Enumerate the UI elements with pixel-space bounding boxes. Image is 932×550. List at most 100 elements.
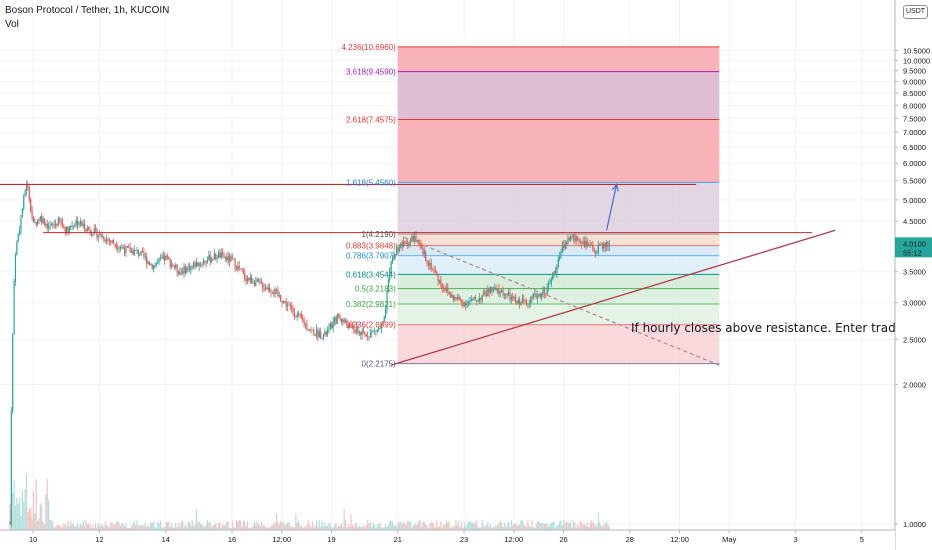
candle-body <box>81 221 83 226</box>
volume-bar <box>572 521 575 530</box>
candle-body <box>162 255 164 259</box>
volume-bar <box>378 523 380 530</box>
volume-bar <box>278 523 280 530</box>
candle-body <box>378 328 380 330</box>
candle-body <box>604 243 606 248</box>
volume-bar <box>143 525 145 530</box>
candle-body <box>582 241 584 244</box>
candle-body <box>121 246 123 248</box>
candle-body <box>436 272 438 275</box>
price-axis[interactable]: 1.0000 2.0000 2.5000 3.0000 3.5000 4.5000 5.00… <box>894 0 932 550</box>
candle-body <box>552 273 554 280</box>
volume-bar <box>534 527 536 530</box>
candle-body <box>335 317 337 324</box>
candle-body <box>518 300 521 306</box>
candle-body <box>521 298 523 304</box>
volume-bar <box>166 522 168 530</box>
volume-bar <box>48 499 50 530</box>
candle-body <box>444 288 446 292</box>
volume-bar <box>181 520 184 530</box>
candle-body <box>222 252 224 254</box>
volume-bar <box>96 527 98 530</box>
candle-body <box>520 303 522 306</box>
volume-bar <box>230 527 232 530</box>
candle-body <box>110 241 112 242</box>
candle-body <box>255 281 257 286</box>
candle-body <box>502 290 504 296</box>
volume-bar <box>491 527 493 530</box>
candle-body <box>122 246 124 249</box>
currency-badge[interactable]: USDT <box>903 5 928 19</box>
volume-bar <box>514 523 517 530</box>
volume-bar <box>199 523 202 530</box>
time-axis[interactable]: 10 12 14 16 12:00 19 21 23 12:00 26 28 12:00 May 3 5 <box>0 529 895 550</box>
candle-body <box>99 233 101 236</box>
candle-body <box>263 288 265 290</box>
candle-body <box>376 329 378 332</box>
candle-body <box>311 329 314 331</box>
candle-body <box>412 236 414 242</box>
candle-body <box>513 296 515 299</box>
volume-bar <box>311 520 314 530</box>
volume-bar <box>179 526 181 530</box>
candle-body <box>480 297 482 300</box>
volume-bar <box>50 520 52 530</box>
volume-bar <box>322 525 325 530</box>
candle-body <box>567 238 569 244</box>
candle-body <box>592 244 594 249</box>
candle-body <box>104 240 106 242</box>
volume-bar <box>246 520 249 530</box>
volume-bar <box>329 524 331 530</box>
candle-body <box>578 239 580 243</box>
candle-body <box>338 314 340 317</box>
volume-bar <box>270 525 272 530</box>
volume-bar <box>516 525 518 530</box>
volume-bar <box>242 520 244 530</box>
price-tick-label: 5.5000 <box>903 177 926 186</box>
candle-body <box>41 216 43 223</box>
candle-body <box>108 239 110 242</box>
volume-bar <box>259 526 261 530</box>
volume-bar <box>39 503 41 530</box>
price-tick-label: 8.5000 <box>903 89 926 98</box>
volume-bar <box>550 522 552 530</box>
volume-bar <box>235 520 238 530</box>
candle-body <box>31 210 33 218</box>
price-tick-label: 2.5000 <box>903 335 926 344</box>
volume-bar <box>175 522 177 530</box>
volume-bar <box>422 521 424 530</box>
candle-body <box>476 300 478 302</box>
candle-body <box>273 293 275 295</box>
symbol-title[interactable]: Boson Protocol / Tether, 1h, KUCOIN <box>5 5 170 16</box>
volume-bar <box>438 526 441 530</box>
fib-zone <box>397 46 720 72</box>
candle-body <box>556 266 558 274</box>
volume-bar <box>419 520 421 530</box>
volume-bar <box>148 526 151 530</box>
candle-body <box>414 236 416 242</box>
volume-bar <box>332 527 334 530</box>
volume-bar <box>530 526 532 530</box>
candle-body <box>141 250 144 252</box>
candle-body <box>607 241 609 247</box>
volume-bar <box>224 525 227 530</box>
candle-body <box>451 295 453 298</box>
volume-indicator-label[interactable]: Vol <box>5 19 19 30</box>
candle-body <box>49 225 51 228</box>
volume-bar <box>577 524 579 530</box>
candle-body <box>293 312 296 317</box>
volume-bar <box>263 524 265 530</box>
candle-body <box>459 297 461 301</box>
volume-bar <box>285 524 287 530</box>
volume-bar <box>520 520 522 530</box>
volume-bar <box>449 527 452 530</box>
volume-bar <box>104 521 106 530</box>
volume-bar <box>188 521 191 530</box>
volume-bar <box>501 523 503 530</box>
fib-level-label: 0.883(3.9848) <box>346 242 396 251</box>
candle-body <box>606 241 608 248</box>
time-tick-label: 12:00 <box>670 535 689 544</box>
candle-body <box>590 243 593 245</box>
volume-bar <box>93 527 95 530</box>
